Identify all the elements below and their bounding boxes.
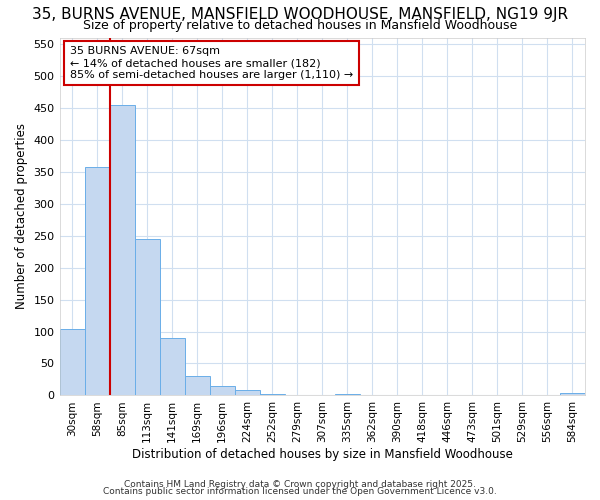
Bar [59, 329, 85, 396]
Bar [110, 104, 134, 396]
Text: Size of property relative to detached houses in Mansfield Woodhouse: Size of property relative to detached ho… [83, 18, 517, 32]
Text: 35, BURNS AVENUE, MANSFIELD WOODHOUSE, MANSFIELD, NG19 9JR: 35, BURNS AVENUE, MANSFIELD WOODHOUSE, M… [32, 8, 568, 22]
X-axis label: Distribution of detached houses by size in Mansfield Woodhouse: Distribution of detached houses by size … [132, 448, 513, 461]
Text: Contains public sector information licensed under the Open Government Licence v3: Contains public sector information licen… [103, 487, 497, 496]
Bar [260, 394, 285, 396]
Bar [160, 338, 185, 396]
Bar [335, 394, 360, 396]
Y-axis label: Number of detached properties: Number of detached properties [15, 124, 28, 310]
Text: Contains HM Land Registry data © Crown copyright and database right 2025.: Contains HM Land Registry data © Crown c… [124, 480, 476, 489]
Bar [85, 168, 110, 396]
Bar [560, 393, 585, 396]
Bar [134, 239, 160, 396]
Bar [185, 376, 209, 396]
Bar [209, 386, 235, 396]
Text: 35 BURNS AVENUE: 67sqm
← 14% of detached houses are smaller (182)
85% of semi-de: 35 BURNS AVENUE: 67sqm ← 14% of detached… [70, 46, 353, 80]
Bar [235, 390, 260, 396]
